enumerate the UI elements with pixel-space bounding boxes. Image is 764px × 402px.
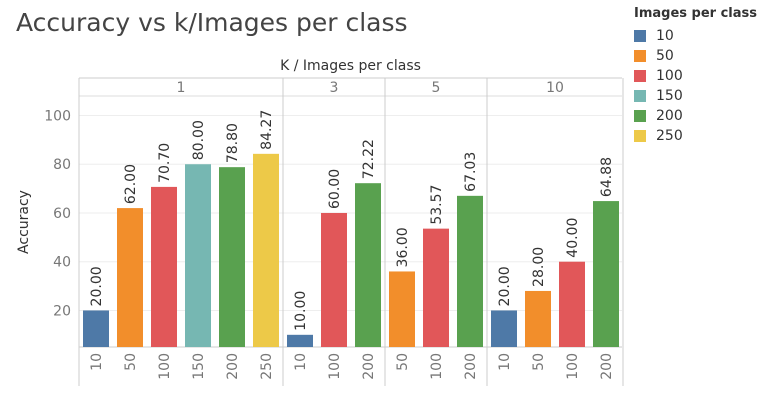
chart-title: Accuracy vs k/Images per class xyxy=(16,8,408,37)
category-tick-label: 200 xyxy=(225,353,241,380)
bar-k1-100 xyxy=(151,186,177,347)
legend-item-250[interactable]: 250 xyxy=(634,126,757,146)
legend-label: 10 xyxy=(656,28,674,44)
legend-label: 150 xyxy=(656,88,683,104)
y-tick-label: 80 xyxy=(53,157,71,173)
bar-k1-250 xyxy=(253,153,279,347)
bar-value-label: 78.80 xyxy=(225,123,241,163)
bar-k10-100 xyxy=(559,261,585,347)
legend-title: Images per class xyxy=(634,6,758,21)
bar-k10-50 xyxy=(525,290,551,347)
legend-item-10[interactable]: 10 xyxy=(634,26,757,46)
panel-header-k-10: 10 xyxy=(546,80,564,96)
bar-value-label: 20.00 xyxy=(89,266,105,306)
bar-value-label: 36.00 xyxy=(395,227,411,267)
bar-k5-200 xyxy=(457,195,483,347)
legend-swatch xyxy=(634,130,646,142)
y-tick-label: 40 xyxy=(53,255,71,271)
bar-k5-100 xyxy=(423,228,449,347)
bar-value-label: 72.22 xyxy=(361,139,377,179)
category-tick-label: 100 xyxy=(327,353,343,380)
bar-value-label: 62.00 xyxy=(123,164,139,204)
category-tick-label: 100 xyxy=(157,353,173,380)
bar-k1-200 xyxy=(219,167,245,347)
legend-swatch xyxy=(634,70,646,82)
bar-k5-50 xyxy=(389,271,415,347)
panel-header-k-5: 5 xyxy=(432,80,441,96)
category-tick-label: 50 xyxy=(123,353,139,371)
bar-k1-50 xyxy=(117,208,143,347)
panel-header-k-1: 1 xyxy=(177,80,186,96)
category-tick-label: 200 xyxy=(599,353,615,380)
bar-value-label: 80.00 xyxy=(191,120,207,160)
bar-value-label: 20.00 xyxy=(497,266,513,306)
category-tick-label: 100 xyxy=(429,353,445,380)
category-tick-label: 150 xyxy=(191,353,207,380)
legend: Images per class 10 50 100 150 200 250 xyxy=(634,6,757,146)
bar-value-label: 60.00 xyxy=(327,169,343,209)
legend-item-150[interactable]: 150 xyxy=(634,86,757,106)
bar-value-label: 67.03 xyxy=(463,152,479,192)
legend-label: 250 xyxy=(656,128,683,144)
category-tick-label: 100 xyxy=(565,353,581,380)
category-tick-label: 10 xyxy=(497,353,513,371)
bar-k1-10 xyxy=(83,310,109,347)
legend-label: 100 xyxy=(656,68,683,84)
bar-value-label: 10.00 xyxy=(293,291,309,331)
bar-k3-100 xyxy=(321,212,347,347)
bar-value-label: 84.27 xyxy=(259,110,275,150)
bar-k3-10 xyxy=(287,334,313,347)
category-tick-label: 50 xyxy=(531,353,547,371)
panel-header-k-3: 3 xyxy=(330,80,339,96)
legend-item-200[interactable]: 200 xyxy=(634,106,757,126)
bar-value-label: 28.00 xyxy=(531,247,547,287)
y-tick-label: 20 xyxy=(53,303,71,319)
legend-label: 50 xyxy=(656,48,674,64)
category-tick-label: 10 xyxy=(89,353,105,371)
legend-items: 10 50 100 150 200 250 xyxy=(634,26,757,146)
bar-k3-200 xyxy=(355,183,381,347)
legend-swatch xyxy=(634,110,646,122)
category-tick-label: 50 xyxy=(395,353,411,371)
legend-label: 200 xyxy=(656,108,683,124)
bar-value-label: 64.88 xyxy=(599,157,615,197)
category-tick-label: 200 xyxy=(361,353,377,380)
bar-k10-200 xyxy=(593,201,619,347)
y-tick-label: 100 xyxy=(44,108,71,124)
category-tick-label: 200 xyxy=(463,353,479,380)
bar-value-label: 53.57 xyxy=(429,185,445,225)
x-axis-label: K / Images per class xyxy=(280,58,421,74)
category-tick-label: 250 xyxy=(259,353,275,380)
legend-swatch xyxy=(634,90,646,102)
legend-swatch xyxy=(634,50,646,62)
bar-value-label: 70.70 xyxy=(157,143,173,183)
legend-item-50[interactable]: 50 xyxy=(634,46,757,66)
y-axis-label: Accuracy xyxy=(16,190,32,254)
y-tick-label: 60 xyxy=(53,206,71,222)
legend-item-100[interactable]: 100 xyxy=(634,66,757,86)
bar-k1-150 xyxy=(185,164,211,347)
category-tick-label: 10 xyxy=(293,353,309,371)
bar-value-label: 40.00 xyxy=(565,218,581,258)
bar-k10-10 xyxy=(491,310,517,347)
legend-swatch xyxy=(634,30,646,42)
